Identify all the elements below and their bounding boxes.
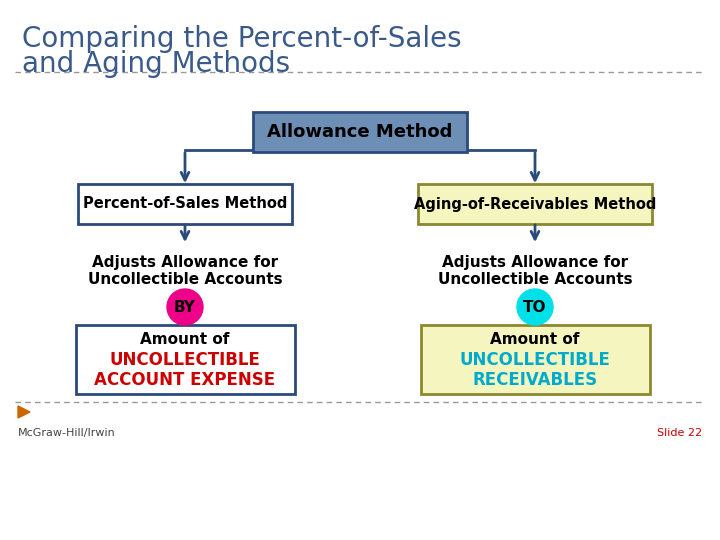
- Text: RECEIVABLES: RECEIVABLES: [472, 371, 598, 389]
- Text: Amount of: Amount of: [490, 333, 580, 348]
- Text: Allowance Method: Allowance Method: [267, 123, 453, 141]
- Text: Uncollectible Accounts: Uncollectible Accounts: [438, 272, 632, 287]
- Text: ACCOUNT EXPENSE: ACCOUNT EXPENSE: [94, 371, 276, 389]
- Text: Comparing the Percent-of-Sales: Comparing the Percent-of-Sales: [22, 25, 462, 53]
- Text: UNCOLLECTIBLE: UNCOLLECTIBLE: [459, 351, 611, 369]
- Text: Amount of: Amount of: [140, 333, 230, 348]
- Text: Uncollectible Accounts: Uncollectible Accounts: [88, 272, 282, 287]
- Text: and Aging Methods: and Aging Methods: [22, 50, 290, 78]
- FancyBboxPatch shape: [420, 325, 649, 394]
- Text: UNCOLLECTIBLE: UNCOLLECTIBLE: [109, 351, 261, 369]
- Text: TO: TO: [523, 300, 546, 314]
- FancyBboxPatch shape: [76, 325, 294, 394]
- Text: Adjusts Allowance for: Adjusts Allowance for: [442, 255, 628, 270]
- Text: Slide 22: Slide 22: [657, 428, 702, 438]
- Text: BY: BY: [174, 300, 196, 314]
- Circle shape: [517, 289, 553, 325]
- FancyBboxPatch shape: [253, 112, 467, 152]
- Polygon shape: [18, 406, 30, 418]
- Text: Percent-of-Sales Method: Percent-of-Sales Method: [83, 197, 287, 212]
- Text: Adjusts Allowance for: Adjusts Allowance for: [92, 255, 278, 270]
- FancyBboxPatch shape: [418, 184, 652, 224]
- Circle shape: [167, 289, 203, 325]
- FancyBboxPatch shape: [78, 184, 292, 224]
- Text: McGraw-Hill/Irwin: McGraw-Hill/Irwin: [18, 428, 116, 438]
- Text: Aging-of-Receivables Method: Aging-of-Receivables Method: [414, 197, 656, 212]
